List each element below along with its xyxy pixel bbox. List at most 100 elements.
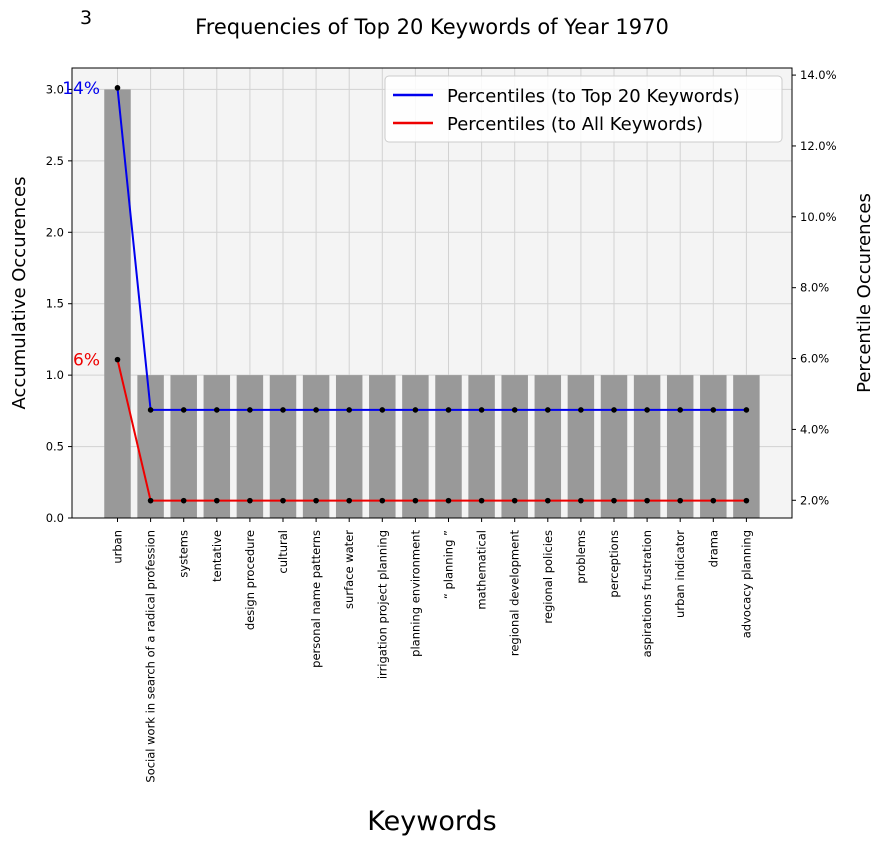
series-point	[346, 497, 353, 504]
y-tick-label: 0.0	[46, 511, 64, 525]
x-axis-label: Keywords	[367, 806, 496, 837]
series-point	[677, 497, 683, 504]
series-point	[644, 497, 650, 504]
y-axis-label: Accumulative Occurences	[9, 177, 30, 410]
bar	[203, 375, 231, 518]
bar	[137, 375, 164, 518]
bar	[700, 375, 727, 518]
bar	[104, 89, 131, 518]
series-point	[578, 497, 584, 504]
y2-tick-label: 2.0%	[800, 493, 829, 507]
series-point	[478, 407, 485, 413]
series-point	[445, 407, 452, 413]
y-tick-label: 2.5	[46, 154, 64, 168]
bar	[534, 375, 562, 518]
series-point	[611, 497, 617, 504]
bar	[236, 375, 264, 518]
series-point	[677, 407, 683, 413]
series-point	[247, 407, 253, 413]
series-point	[511, 497, 518, 504]
series-point	[180, 497, 187, 504]
x-tick-label: advocacy planning	[739, 530, 753, 638]
series-point	[743, 497, 750, 504]
x-tick-label: urban	[111, 530, 125, 564]
x-tick-label: Social work in search of a radical profe…	[144, 530, 158, 783]
bar	[733, 375, 760, 518]
series-point	[511, 407, 518, 413]
series-point	[214, 497, 220, 504]
legend-box	[384, 75, 783, 143]
bar	[633, 375, 661, 518]
y-tick-label: 1.0	[46, 368, 64, 382]
x-tick-label: systems	[177, 530, 191, 578]
series-point	[379, 497, 386, 504]
series-point	[180, 407, 187, 413]
y-tick-label: 0.5	[46, 440, 64, 454]
series-point	[545, 497, 551, 504]
x-tick-label: design procedure	[243, 530, 257, 630]
y2-axis-label: Percentile Occurences	[854, 193, 875, 393]
x-tick-label: irrigation project planning	[375, 530, 389, 679]
series-point	[710, 407, 717, 413]
y2-tick-label: 4.0%	[800, 422, 829, 436]
x-tick-label: drama	[706, 530, 720, 567]
axes: 0.0 0.5 1.0 1.5 2.0 2.5 3.0 2.0% 4.0% 6.0% 8.0% 10.…	[46, 68, 837, 783]
bar	[402, 375, 429, 518]
x-tick-label: personal name patterns	[309, 530, 323, 668]
bar	[501, 375, 528, 518]
bar	[468, 375, 495, 518]
x-tick-label: cultural	[276, 530, 290, 574]
x-tick-label: planning environment	[408, 530, 422, 657]
x-tick-label: tentative	[210, 530, 224, 582]
series-point	[710, 497, 717, 504]
series-point	[147, 497, 154, 504]
corner-label: 3	[80, 7, 92, 29]
bars	[104, 89, 760, 518]
bar	[269, 375, 297, 518]
y-tick-label: 1.5	[46, 297, 64, 311]
bar	[335, 375, 363, 518]
bar	[666, 375, 694, 518]
x-tick-label: problems	[574, 530, 588, 584]
series-point	[280, 407, 286, 413]
x-tick-label: regional development	[508, 530, 522, 657]
y2-tick-label: 14.0%	[800, 68, 837, 82]
legend: Percentiles (to Top 20 Keywords) Percenti…	[384, 75, 783, 143]
x-tick-label: surface water	[342, 530, 356, 609]
bar	[170, 375, 197, 518]
series-point	[114, 356, 121, 363]
bar	[435, 375, 462, 518]
x-tick-label: perceptions	[607, 530, 621, 598]
bar	[369, 375, 396, 518]
y-tick-label: 2.0	[46, 225, 64, 239]
x-tick-label: regional policies	[541, 530, 555, 624]
series-point	[247, 497, 253, 504]
series-point	[611, 407, 617, 413]
series-point	[114, 85, 121, 91]
bar	[567, 375, 595, 518]
series-point	[280, 497, 286, 504]
y2-tick-label: 8.0%	[800, 281, 829, 295]
chart-title: Frequencies of Top 20 Keywords of Year 1…	[195, 15, 669, 39]
x-tick-label: “ planning ”	[442, 530, 456, 599]
series-point	[478, 497, 485, 504]
annotation: 6%	[73, 351, 100, 371]
series-point	[412, 407, 419, 413]
y2-tick-label: 10.0%	[800, 210, 837, 224]
y2-tick-label: 12.0%	[800, 139, 837, 153]
x-tick-label: urban indicator	[673, 530, 687, 618]
bar	[302, 375, 330, 518]
legend-label: Percentiles (to Top 20 Keywords)	[447, 86, 740, 107]
annotation: 14%	[62, 79, 100, 99]
plot-frame	[71, 67, 793, 519]
series-point	[644, 407, 650, 413]
series-point	[346, 407, 353, 413]
series-point	[379, 407, 386, 413]
bar	[600, 375, 628, 518]
y-tick-label: 3.0	[46, 82, 64, 96]
y2-tick-label: 6.0%	[800, 352, 829, 366]
series-point	[313, 407, 319, 413]
series-line	[116, 359, 747, 502]
series-point	[545, 407, 551, 413]
